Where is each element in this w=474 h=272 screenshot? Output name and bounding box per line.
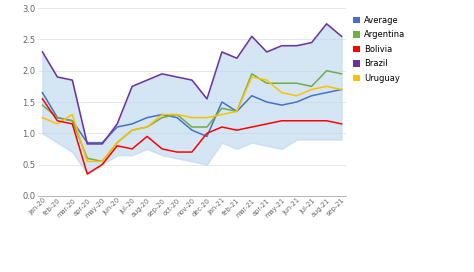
Legend: Average, Argentina, Bolivia, Brazil, Uruguay: Average, Argentina, Bolivia, Brazil, Uru… xyxy=(353,16,405,83)
